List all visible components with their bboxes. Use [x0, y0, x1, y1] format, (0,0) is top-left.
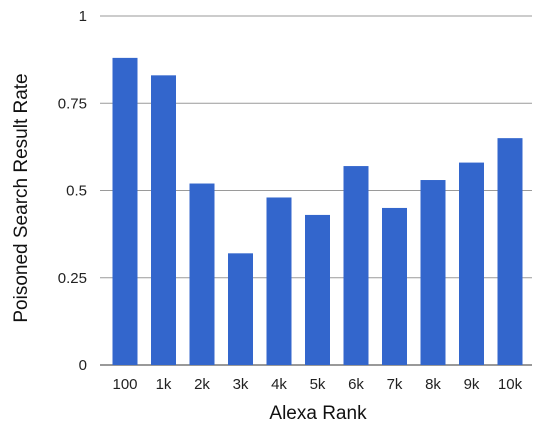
- bar-5k: [305, 214, 330, 365]
- x-tick-label: 4k: [271, 376, 287, 393]
- y-tick-label: 1: [79, 8, 87, 25]
- bar-6k: [343, 166, 369, 365]
- bar-3k: [228, 253, 253, 365]
- y-tick-label: 0.25: [58, 270, 87, 287]
- x-tick-label: 1k: [156, 376, 172, 393]
- bar-10k: [497, 138, 523, 365]
- bar-4k: [266, 197, 292, 365]
- x-tick-label: 6k: [348, 376, 364, 393]
- y-tick-label: 0.5: [66, 183, 87, 200]
- bar-9k: [459, 162, 484, 365]
- x-tick-label: 2k: [194, 376, 210, 393]
- x-tick-label: 7k: [387, 376, 403, 393]
- bar-7k: [382, 207, 407, 365]
- y-axis-title: Poisoned Search Result Rate: [11, 73, 32, 322]
- bar-100: [112, 57, 138, 365]
- x-tick-labels: 100 1k 2k 3k 4k 5k 6k 7k 8k 9k 10k: [112, 376, 522, 393]
- x-tick-label: 9k: [464, 376, 480, 393]
- bars: [112, 57, 523, 365]
- x-tick-label: 100: [112, 376, 137, 393]
- bar-8k: [420, 180, 446, 365]
- x-tick-label: 10k: [498, 376, 523, 393]
- x-axis-title: Alexa Rank: [269, 403, 367, 424]
- x-tick-label: 8k: [425, 376, 441, 393]
- bar-1k: [151, 75, 176, 365]
- x-tick-label: 5k: [310, 376, 326, 393]
- y-tick-label: 0: [79, 357, 87, 374]
- bar-2k: [189, 183, 215, 365]
- y-tick-labels: 0 0.25 0.5 0.75 1: [58, 8, 87, 374]
- y-tick-label: 0.75: [58, 95, 87, 112]
- x-tick-label: 3k: [233, 376, 249, 393]
